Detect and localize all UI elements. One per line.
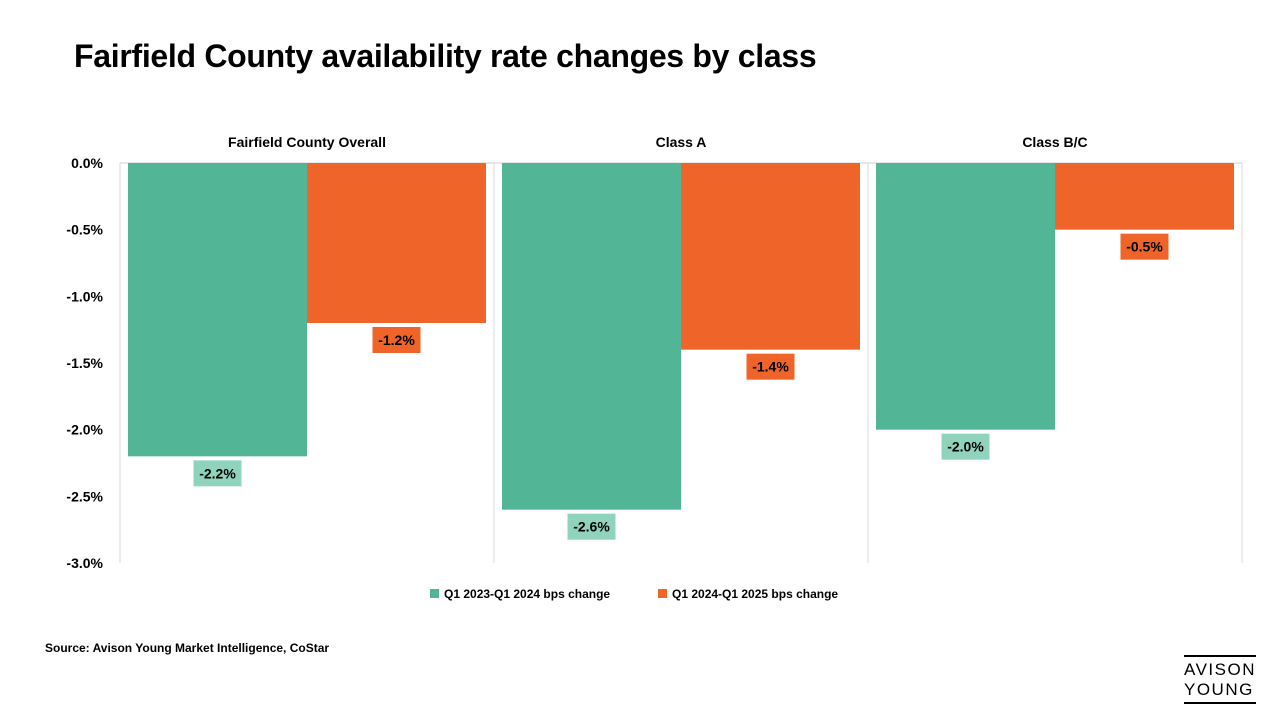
- page-title: Fairfield County availability rate chang…: [74, 38, 817, 74]
- legend-item: Q1 2024-Q1 2025 bps change: [658, 587, 838, 601]
- chart-legend: Q1 2023-Q1 2024 bps change Q1 2024-Q1 202…: [430, 587, 838, 601]
- legend-swatch: [658, 589, 667, 598]
- bar: [307, 163, 486, 323]
- data-label-text: -1.4%: [752, 359, 789, 375]
- data-labels: -2.2% -2.6% -2.0% -1.2% -1.4% -0.5%: [193, 233, 1169, 540]
- data-label-box: [372, 327, 421, 353]
- data-label: -2.6%: [567, 513, 616, 540]
- data-label: -0.5%: [1120, 233, 1169, 260]
- logo-line-1: AVISON: [1184, 660, 1256, 679]
- y-axis: 0.0% -0.5% -1.0% -1.5% -2.0% -2.5% -3.0%: [66, 155, 103, 571]
- legend-label: Q1 2024-Q1 2025 bps change: [672, 587, 838, 601]
- bar: [681, 163, 860, 350]
- data-label: -2.2%: [193, 460, 242, 487]
- category-header: Class A: [656, 134, 707, 150]
- data-label-box: [941, 433, 990, 460]
- bar: [1055, 163, 1234, 230]
- legend-label: Q1 2023-Q1 2024 bps change: [444, 587, 610, 601]
- chart-bars: [128, 163, 1234, 510]
- data-label-text: -2.2%: [199, 465, 236, 481]
- data-label-text: -2.0%: [947, 439, 984, 455]
- data-label-box: [193, 460, 242, 487]
- legend-swatch: [430, 589, 439, 598]
- data-label-text: -1.2%: [378, 332, 415, 348]
- data-label-box: [746, 353, 795, 380]
- y-tick-label: -2.0%: [66, 422, 103, 438]
- data-label-text: -2.6%: [573, 519, 610, 535]
- data-label-text: -0.5%: [1126, 239, 1163, 255]
- data-label: -1.4%: [746, 353, 795, 380]
- y-tick-label: -3.0%: [66, 555, 103, 571]
- category-header: Fairfield County Overall: [228, 134, 386, 150]
- y-tick-label: -1.0%: [66, 288, 103, 304]
- y-tick-label: -1.5%: [66, 355, 103, 371]
- bar: [876, 163, 1055, 430]
- bar: [502, 163, 681, 510]
- data-label-box: [567, 513, 616, 540]
- data-label: -1.2%: [372, 327, 421, 353]
- category-headers: Fairfield County Overall Class A Class B/C: [228, 134, 1088, 150]
- source-note: Source: Avison Young Market Intelligence…: [45, 641, 330, 655]
- logo-line-2: YOUNG: [1184, 680, 1254, 699]
- y-tick-label: -2.5%: [66, 488, 103, 504]
- y-tick-label: 0.0%: [71, 155, 103, 171]
- category-header: Class B/C: [1022, 134, 1087, 150]
- data-label-box: [1120, 233, 1169, 260]
- bar: [128, 163, 307, 457]
- data-label: -2.0%: [941, 433, 990, 460]
- y-tick-label: -0.5%: [66, 222, 103, 238]
- avison-young-logo: AVISON YOUNG: [1184, 655, 1256, 704]
- legend-item: Q1 2023-Q1 2024 bps change: [430, 587, 610, 601]
